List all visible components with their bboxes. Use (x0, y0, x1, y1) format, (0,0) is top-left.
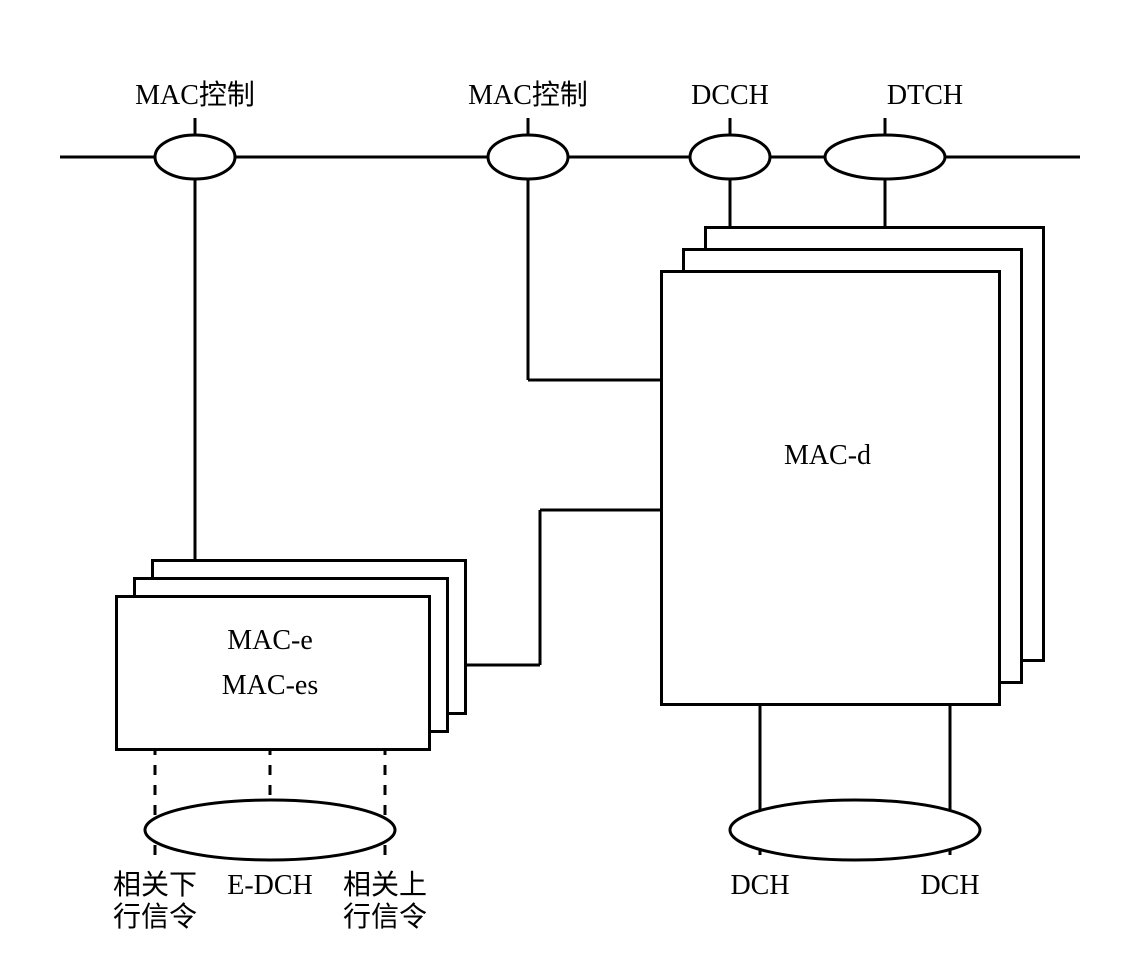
label-dcch: DCCH (691, 80, 769, 112)
label-dl-signalling: 相关下 行信令 (113, 870, 197, 934)
label-mac-ctrl-1: MAC控制 (135, 80, 255, 112)
label-dtch: DTCH (887, 80, 963, 112)
label-dch-1: DCH (730, 870, 789, 902)
mac-d-box-front (660, 270, 1001, 706)
label-edch: E-DCH (227, 870, 313, 902)
label-mac-es: MAC-es (222, 670, 318, 702)
label-ul-signalling: 相关上 行信令 (343, 870, 427, 934)
label-mac-d: MAC-d (784, 440, 871, 472)
diagram-stage: MAC控制 MAC控制 DCCH DTCH MAC-e MAC-es MAC-d… (0, 0, 1140, 980)
label-mac-e: MAC-e (227, 625, 313, 657)
label-mac-ctrl-2: MAC控制 (468, 80, 588, 112)
label-dch-2: DCH (920, 870, 979, 902)
